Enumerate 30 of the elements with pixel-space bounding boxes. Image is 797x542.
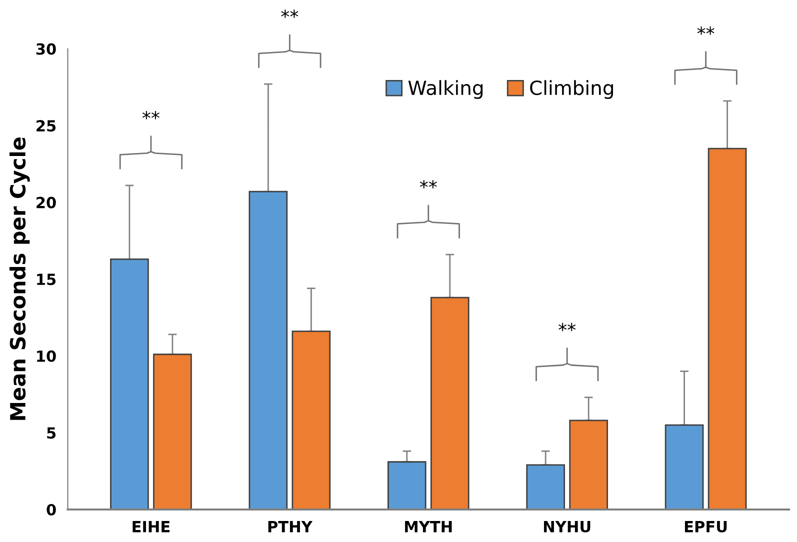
bar xyxy=(664,424,704,510)
bar xyxy=(526,464,566,510)
legend-label: Walking xyxy=(408,80,483,99)
bar xyxy=(387,461,426,510)
annotation: ** xyxy=(142,111,160,120)
x-tick-label: PTHY xyxy=(268,521,313,532)
y-tick-label: 5 xyxy=(47,427,56,439)
y-tick-label: 25 xyxy=(36,120,56,132)
x-tick-label: EIHE xyxy=(132,521,170,532)
y-tick-label: 20 xyxy=(36,196,56,208)
bar xyxy=(153,354,192,510)
x-tick-label: MYTH xyxy=(405,521,452,532)
bar xyxy=(430,296,470,510)
bar xyxy=(110,258,149,510)
legend-label: Climbing xyxy=(530,80,613,99)
y-tick-label: 15 xyxy=(37,274,56,286)
y-tick-label: 30 xyxy=(36,43,56,55)
annotation: ** xyxy=(420,180,437,188)
text: ** xyxy=(281,10,298,18)
text: ** xyxy=(697,26,714,35)
y-tick-label: 0 xyxy=(46,504,56,516)
y-axis-title: Mean Seconds per Cycle xyxy=(9,138,30,420)
x-tick-label: EPFU xyxy=(684,521,727,532)
y-tick-label: 10 xyxy=(37,350,56,362)
bar xyxy=(569,420,608,510)
x-tick-label: NYHU xyxy=(544,521,590,532)
bar xyxy=(708,148,747,510)
annotation: ** xyxy=(558,322,576,332)
bar xyxy=(248,190,288,510)
bar xyxy=(292,330,331,510)
